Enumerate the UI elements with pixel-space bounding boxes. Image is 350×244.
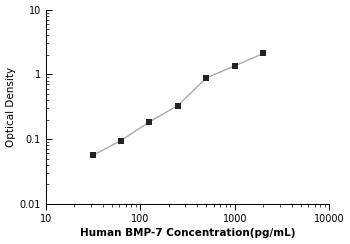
- X-axis label: Human BMP-7 Concentration(pg/mL): Human BMP-7 Concentration(pg/mL): [80, 228, 295, 238]
- Point: [232, 64, 238, 68]
- Point: [260, 51, 266, 55]
- Point: [118, 139, 124, 142]
- Point: [175, 103, 181, 107]
- Y-axis label: Optical Density: Optical Density: [6, 67, 15, 147]
- Point: [90, 153, 96, 157]
- Point: [204, 76, 209, 80]
- Point: [147, 120, 152, 124]
